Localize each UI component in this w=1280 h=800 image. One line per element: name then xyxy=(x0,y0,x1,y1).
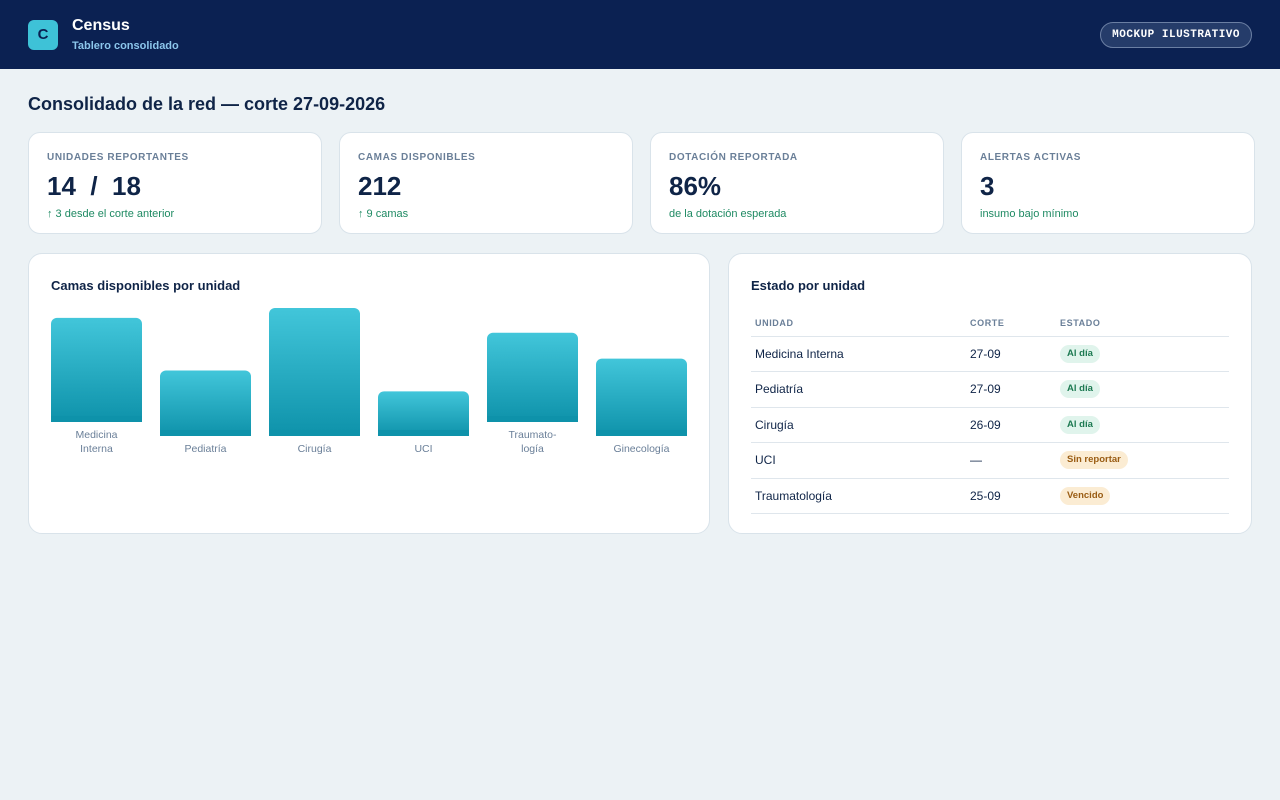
kpi-card-camas: CAMAS DISPONIBLES 212 ↑ 9 camas xyxy=(339,132,633,234)
status-badge: Sin reportar xyxy=(1060,451,1128,470)
kpi-note: insumo bajo mínimo xyxy=(980,208,1079,220)
chart-title: Camas disponibles por unidad xyxy=(51,278,241,293)
chart-bars xyxy=(51,308,687,436)
status-badge: Vencido xyxy=(1060,486,1111,505)
category-label: Interna xyxy=(80,443,113,455)
cell-estado: Al día xyxy=(1056,336,1229,372)
bar[interactable] xyxy=(51,317,142,422)
bar[interactable] xyxy=(160,370,251,436)
column-header-corte: CORTE xyxy=(966,310,1056,337)
brand-text: Census Tablero consolidado xyxy=(72,16,179,54)
kpi-card-unidades: UNIDADES REPORTANTES 14 / 18 ↑ 3 desde e… xyxy=(28,132,322,234)
bar[interactable] xyxy=(596,358,687,436)
cell-unidad: Pediatría xyxy=(751,371,966,408)
bar[interactable] xyxy=(487,332,578,422)
cell-estado: Al día xyxy=(1056,371,1229,408)
table-row[interactable]: Traumatología 25-09 Vencido xyxy=(751,478,1229,514)
status-badge: Al día xyxy=(1060,380,1100,399)
kpi-label: ALERTAS ACTIVAS xyxy=(980,152,1082,163)
bar-base xyxy=(160,430,251,436)
bar-chart: Medicina Interna Pediatría Cirugía UCI Trauma… xyxy=(51,308,687,455)
cell-unidad: Medicina Interna xyxy=(751,336,966,372)
bar[interactable] xyxy=(378,391,469,436)
status-title: Estado por unidad xyxy=(751,278,866,293)
cell-corte: 27-09 xyxy=(966,371,1056,408)
category-label: Ginecología xyxy=(613,443,669,455)
top-bar: C Census Tablero consolidado MOCKUP ILUS… xyxy=(0,0,1280,69)
cell-estado: Al día xyxy=(1056,407,1229,443)
column-header-estado: ESTADO xyxy=(1056,310,1229,337)
cell-corte: 25-09 xyxy=(966,478,1056,514)
cell-unidad: Traumatología xyxy=(751,478,966,514)
category-label: Cirugía xyxy=(298,443,332,455)
kpi-card-alertas: ALERTAS ACTIVAS 3 insumo bajo mínimo xyxy=(961,132,1255,234)
kpi-label: UNIDADES REPORTANTES xyxy=(47,152,189,163)
cell-estado: Sin reportar xyxy=(1056,442,1229,479)
kpi-note: ↑ 9 camas xyxy=(358,208,409,220)
kpi-note: ↑ 3 desde el corte anterior xyxy=(47,208,175,220)
cell-corte: 26-09 xyxy=(966,407,1056,443)
category-label: UCI xyxy=(414,443,432,455)
status-badge: Al día xyxy=(1060,344,1100,363)
page-title: Consolidado de la red — corte 27-09-2026 xyxy=(28,94,386,114)
category-label: Traumato- xyxy=(508,429,557,441)
bar-base xyxy=(269,430,360,436)
table-body: Medicina Interna 27-09 Al día Pediatría 27-0… xyxy=(751,336,1229,514)
bar[interactable] xyxy=(269,308,360,436)
bar-base xyxy=(487,416,578,422)
table-row[interactable]: Pediatría 27-09 Al día xyxy=(751,371,1229,408)
kpi-cards: UNIDADES REPORTANTES 14 / 18 ↑ 3 desde e… xyxy=(28,132,1255,234)
cell-estado: Vencido xyxy=(1056,478,1229,514)
cell-unidad: UCI xyxy=(751,442,966,479)
table-row[interactable]: Cirugía 26-09 Al día xyxy=(751,407,1229,443)
cell-unidad: Cirugía xyxy=(751,407,966,443)
column-header-unidad: UNIDAD xyxy=(751,310,966,337)
category-label: Medicina xyxy=(75,429,117,441)
table-row[interactable]: Medicina Interna 27-09 Al día xyxy=(751,336,1229,372)
kpi-label: DOTACIÓN REPORTADA xyxy=(669,152,798,163)
status-table-wrap: UNIDAD CORTE ESTADO Medicina Interna 27-0… xyxy=(751,310,1229,514)
chart-category-labels: Medicina Interna Pediatría Cirugía UCI Trauma… xyxy=(75,429,669,455)
bar-base xyxy=(51,416,142,422)
table-header-row: UNIDAD CORTE ESTADO xyxy=(751,310,1229,337)
status-panel: Estado por unidad UNIDAD CORTE ESTADO Me… xyxy=(728,253,1252,534)
category-label: Pediatría xyxy=(184,443,226,455)
cell-corte: — xyxy=(966,442,1056,479)
brand: C Census Tablero consolidado xyxy=(28,16,179,54)
kpi-note: de la dotación esperada xyxy=(669,208,787,220)
app-name: Census xyxy=(72,16,130,34)
kpi-label: CAMAS DISPONIBLES xyxy=(358,152,476,163)
cell-corte: 27-09 xyxy=(966,336,1056,372)
kpi-card-dotacion: DOTACIÓN REPORTADA 86% de la dotación es… xyxy=(650,132,944,234)
kpi-value: 86% xyxy=(669,171,722,201)
mockup-badge: MOCKUP ILUSTRATIVO xyxy=(1100,21,1252,48)
chart-panel: Camas disponibles por unidad Medicina Int… xyxy=(28,253,710,534)
app-logo: C xyxy=(28,19,58,50)
status-table: UNIDAD CORTE ESTADO Medicina Interna 27-0… xyxy=(751,310,1229,514)
bar-base xyxy=(596,430,687,436)
bar-base xyxy=(378,430,469,436)
kpi-value: 14 / 18 xyxy=(47,171,141,201)
app-subtitle: Tablero consolidado xyxy=(72,39,179,52)
kpi-value: 3 xyxy=(980,171,995,201)
table-row[interactable]: UCI — Sin reportar xyxy=(751,442,1229,479)
category-label: logía xyxy=(521,443,544,455)
status-badge: Al día xyxy=(1060,415,1100,434)
kpi-value: 212 xyxy=(358,171,402,201)
